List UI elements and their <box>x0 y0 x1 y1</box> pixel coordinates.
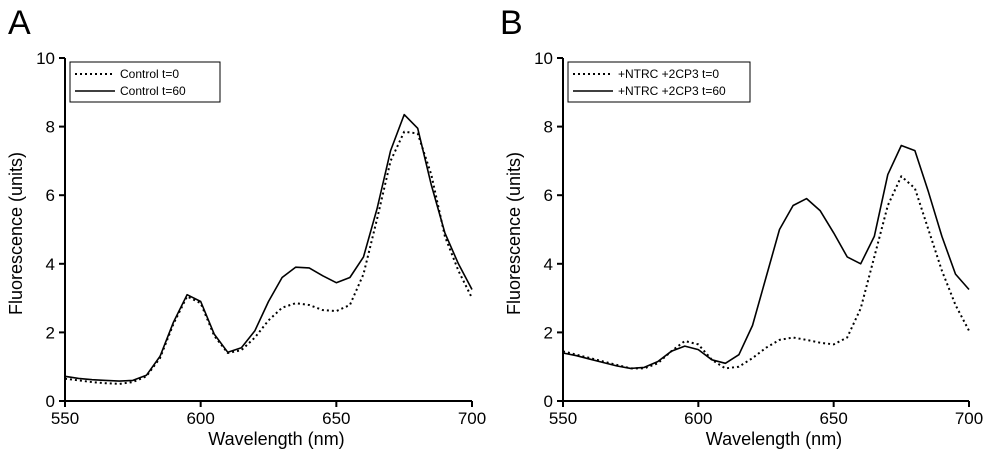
y-tick-label: 0 <box>544 392 553 411</box>
legend-label: Control t=0 <box>120 67 179 81</box>
x-tick-label: 650 <box>322 409 350 428</box>
series-line-t0 <box>64 130 473 385</box>
y-tick-label: 6 <box>46 186 55 205</box>
panel-a-letter: A <box>8 4 31 42</box>
y-tick-label: 8 <box>544 118 553 137</box>
x-tick-label: 700 <box>458 409 486 428</box>
legend-box <box>69 61 221 103</box>
legend-label: +NTRC +2CP3 t=0 <box>618 67 719 81</box>
y-tick-label: 6 <box>544 186 553 205</box>
y-tick-label: 0 <box>46 392 55 411</box>
series-line-t60 <box>562 144 970 370</box>
y-tick-label: 10 <box>534 49 553 68</box>
y-tick-label: 4 <box>46 255 55 274</box>
y-axis-title: Fluorescence (units) <box>504 152 524 315</box>
y-axis-title: Fluorescence (units) <box>6 152 26 315</box>
x-tick-label: 650 <box>819 409 847 428</box>
legend-label: Control t=60 <box>120 84 186 98</box>
x-tick-label: 600 <box>684 409 712 428</box>
y-tick-label: 8 <box>46 118 55 137</box>
legend-label: +NTRC +2CP3 t=60 <box>618 84 726 98</box>
chart-panel-b: 0 2 4 6 8 10 550 600 650 700 Wavelength (nm) Fluore… <box>504 49 983 449</box>
y-tick-label: 2 <box>544 323 553 342</box>
x-tick-label: 700 <box>955 409 983 428</box>
chart-panel-a: 0 2 4 6 8 10 550 600 650 700 Wavelength (nm) Fluore… <box>6 49 486 449</box>
x-tick-label: 600 <box>186 409 214 428</box>
y-tick-label: 4 <box>544 255 553 274</box>
panel-b-letter: B <box>500 4 523 42</box>
x-axis-title: Wavelength (nm) <box>706 429 842 449</box>
x-axis-title: Wavelength (nm) <box>208 429 344 449</box>
series-line-t60 <box>64 113 473 382</box>
y-tick-label: 2 <box>46 323 55 342</box>
y-tick-label: 10 <box>36 49 55 68</box>
x-tick-label: 550 <box>549 409 577 428</box>
legend-box <box>567 61 751 103</box>
series-line-t0 <box>562 175 970 370</box>
x-tick-label: 550 <box>51 409 79 428</box>
